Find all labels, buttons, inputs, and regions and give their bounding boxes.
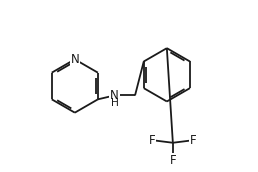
Text: H: H <box>111 98 119 108</box>
Text: N: N <box>70 53 79 66</box>
Text: F: F <box>149 134 156 147</box>
Text: F: F <box>170 154 176 167</box>
Text: F: F <box>190 134 197 147</box>
Text: N: N <box>110 89 119 102</box>
